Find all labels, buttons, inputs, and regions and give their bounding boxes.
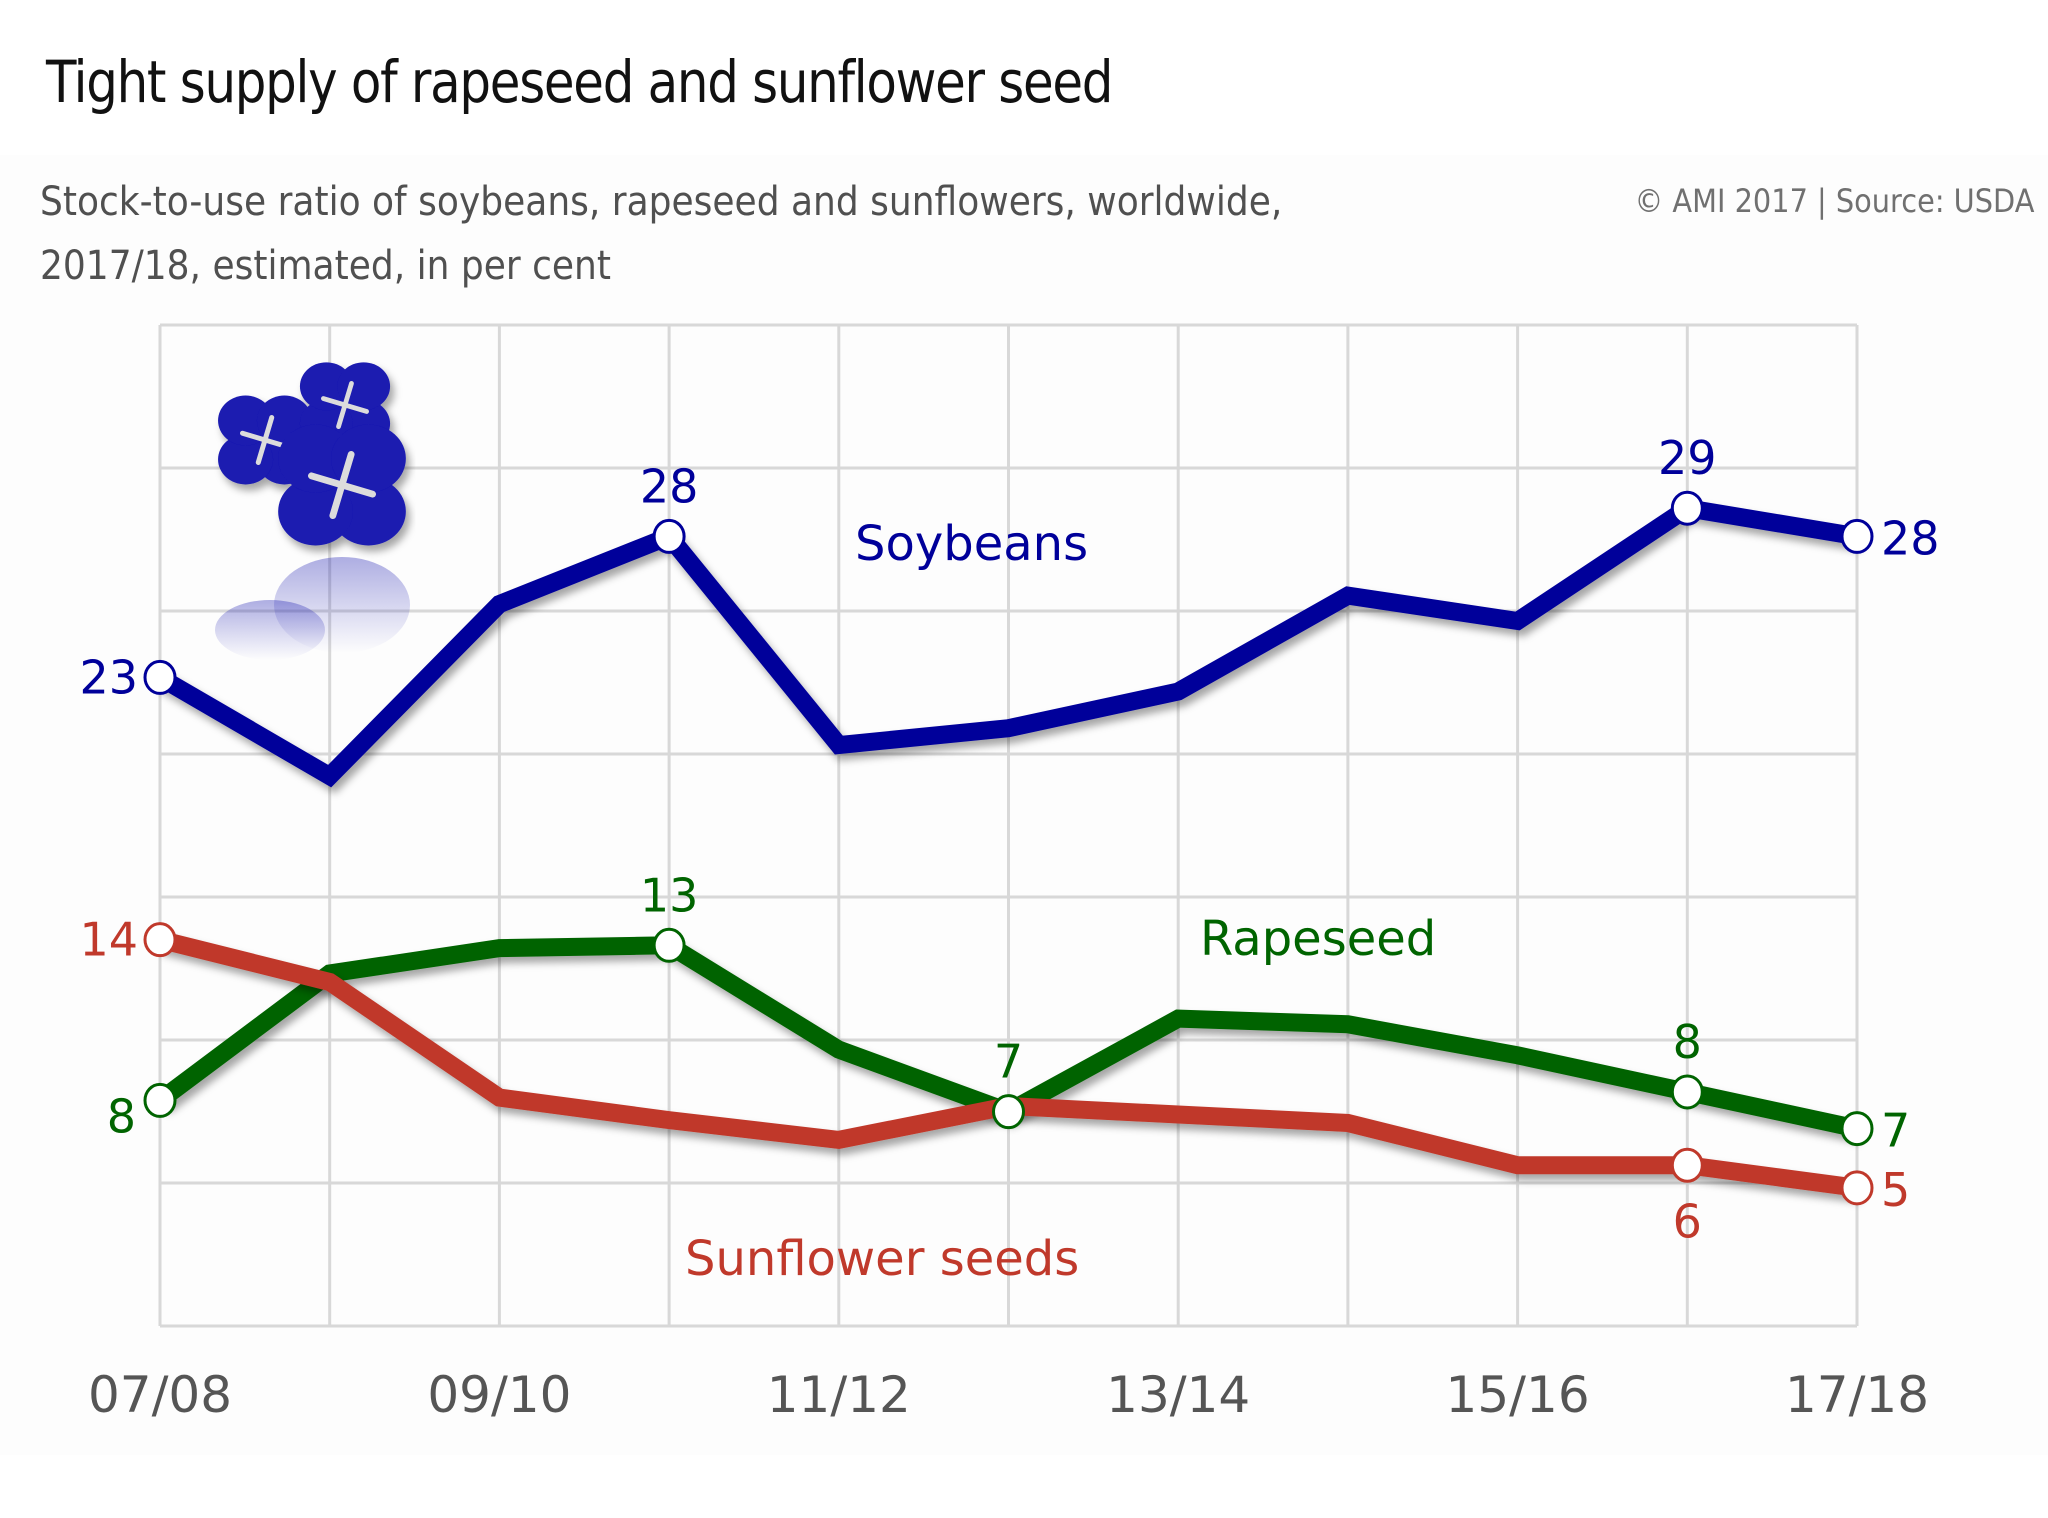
series-name-sunflower-seeds: Sunflower seeds — [685, 1231, 1079, 1287]
data-point-rapeseed — [652, 927, 686, 963]
data-label-rapeseed: 8 — [1673, 1015, 1702, 1069]
x-axis: 07/08 09/10 11/12 13/14 15/16 17/18 — [88, 1366, 1929, 1424]
data-point-rapeseed — [143, 1082, 177, 1118]
flower-stamen — [308, 451, 376, 519]
data-point-rapeseed — [1840, 1111, 1874, 1147]
grid-lines — [158, 323, 1859, 1328]
data-point-rapeseed — [1670, 1074, 1704, 1110]
x-tick-label: 11/12 — [767, 1366, 911, 1424]
x-tick-label: 13/14 — [1106, 1366, 1250, 1424]
flower-petal — [337, 362, 391, 411]
data-label-sunflower-seeds: 5 — [1881, 1163, 1910, 1217]
data-label-sunflower-seeds: 14 — [79, 913, 138, 967]
flower-petal — [278, 424, 353, 493]
chart-title: Tight supply of rapeseed and sunflower s… — [46, 48, 1113, 116]
flower-stamen — [321, 381, 369, 429]
x-tick-label: 07/08 — [88, 1366, 232, 1424]
flower-petal — [278, 477, 353, 546]
data-point-sunflower-seeds — [143, 922, 177, 958]
data-point-rapeseed — [992, 1094, 1025, 1130]
data-label-sunflower-seeds: 6 — [1673, 1194, 1702, 1248]
x-tick-label: 15/16 — [1446, 1366, 1590, 1424]
chart-subtitle: Stock-to-use ratio of soybeans, rapeseed… — [40, 170, 1282, 298]
series-layer — [143, 490, 1874, 1206]
flower-petal — [218, 395, 274, 446]
data-label-soybeans: 23 — [79, 650, 138, 704]
flower-main — [278, 424, 406, 546]
data-point-soybeans — [1840, 518, 1874, 554]
flower-stamen — [240, 415, 290, 465]
flower-petal — [331, 477, 406, 546]
subtitle-line-1: Stock-to-use ratio of soybeans, rapeseed… — [40, 179, 1283, 225]
series-name-soybeans: Soybeans — [855, 516, 1088, 572]
data-label-rapeseed: 13 — [640, 868, 699, 922]
flower-petal — [218, 434, 274, 485]
series-name-rapeseed: Rapeseed — [1200, 911, 1436, 967]
x-tick-label: 09/10 — [427, 1366, 571, 1424]
data-point-sunflower-seeds — [1840, 1170, 1874, 1206]
data-point-sunflower-seeds — [1670, 1147, 1704, 1183]
series-line-soybeans — [155, 498, 1859, 788]
data-label-rapeseed: 7 — [1881, 1104, 1910, 1158]
data-label-soybeans: 28 — [640, 459, 699, 513]
data-point-soybeans — [143, 659, 177, 695]
data-label-rapeseed: 7 — [994, 1035, 1023, 1089]
data-label-rapeseed: 8 — [107, 1089, 136, 1143]
data-point-soybeans — [1670, 490, 1704, 526]
flower-petal — [299, 362, 353, 411]
subtitle-line-2: 2017/18, estimated, in per cent — [40, 243, 611, 289]
flower-icon — [215, 362, 410, 660]
flower-petal — [331, 424, 406, 493]
source-credit: © AMI 2017 | Source: USDA — [1634, 182, 2034, 220]
data-label-soybeans: 28 — [1881, 511, 1940, 565]
data-label-soybeans: 29 — [1658, 431, 1717, 485]
flower-reflection — [215, 600, 325, 660]
labels-layer: 23 28 29 28 8 13 7 8 7 14 6 5 Soybeans Rapeseed Sunflo… — [79, 431, 1939, 1287]
x-tick-label: 17/18 — [1785, 1366, 1929, 1424]
data-point-soybeans — [652, 518, 686, 554]
flower-cluster — [218, 362, 406, 546]
